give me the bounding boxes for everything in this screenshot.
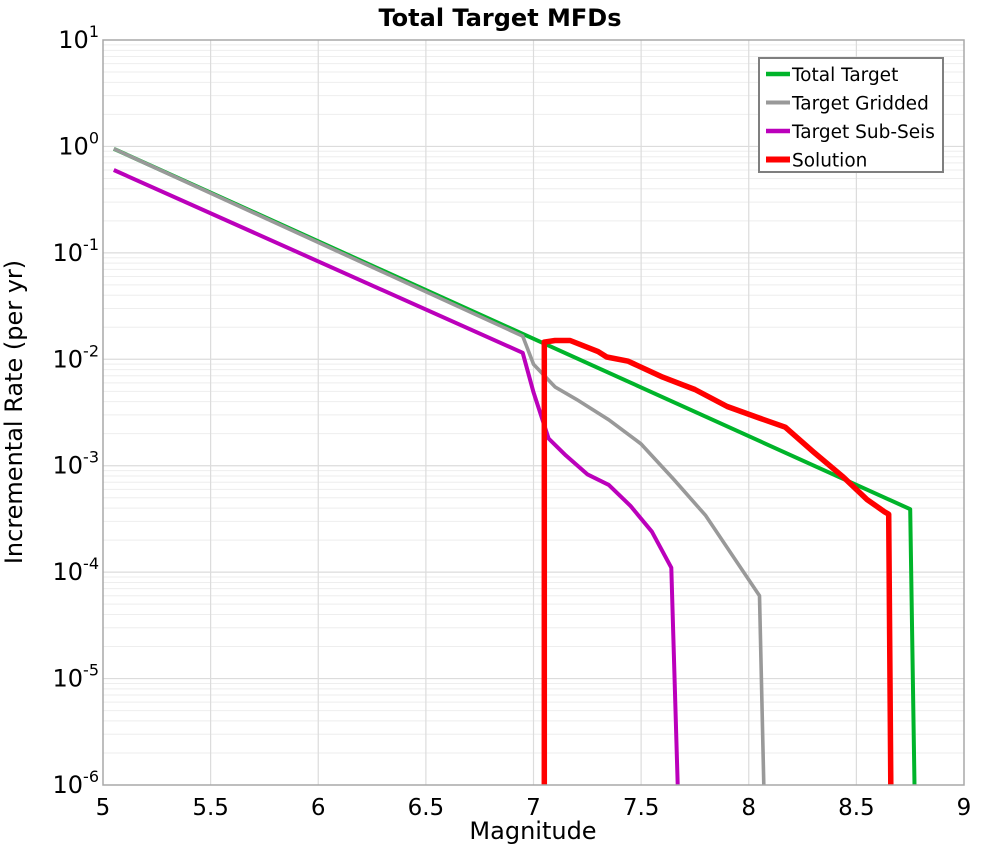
legend-label-target-gridded: Target Gridded bbox=[791, 94, 929, 115]
x-tick-label-9: 9 bbox=[957, 795, 972, 821]
series-layer bbox=[112, 146, 917, 786]
series-line-total-target bbox=[112, 146, 917, 786]
legend-label-total-target: Total Target bbox=[791, 65, 898, 86]
x-tick-label-7.5: 7.5 bbox=[623, 795, 660, 821]
x-tick-label-8: 8 bbox=[741, 795, 756, 821]
series-line-solution bbox=[541, 337, 894, 786]
x-tick-label-8.5: 8.5 bbox=[838, 795, 875, 821]
tick-layer: 5 5.5 6 6.5 7 7.5 8 8.5 9 101 100 10-1 10-2 10-3 10-4 1… bbox=[53, 22, 972, 821]
legend: Total Target Target Gridded Target Sub-Sei… bbox=[758, 57, 944, 173]
y-tick-label-1e1: 101 bbox=[58, 22, 99, 54]
y-tick-label-1e0: 100 bbox=[58, 128, 99, 160]
border-layer bbox=[102, 39, 965, 786]
x-tick-label-6: 6 bbox=[311, 795, 326, 821]
x-tick-label-5: 5 bbox=[96, 795, 111, 821]
x-tick-label-7: 7 bbox=[526, 795, 541, 821]
y-tick-label-1e-5: 10-5 bbox=[53, 661, 100, 693]
series-line-target-gridded bbox=[113, 147, 766, 786]
y-tick-label-1e-1: 10-1 bbox=[53, 235, 100, 267]
x-tick-label-5.5: 5.5 bbox=[192, 795, 229, 821]
legend-box bbox=[758, 57, 944, 173]
plot-border bbox=[102, 39, 965, 786]
legend-label-target-sub-seis: Target Sub-Seis bbox=[791, 122, 935, 143]
chart-title: Total Target MFDs bbox=[379, 4, 622, 32]
legend-label-solution: Solution bbox=[792, 151, 867, 172]
x-axis-title: Magnitude bbox=[469, 817, 596, 845]
y-tick-label-1e-4: 10-4 bbox=[53, 554, 100, 586]
y-tick-label-1e-3: 10-3 bbox=[53, 448, 100, 480]
y-tick-label-1e-2: 10-2 bbox=[53, 341, 100, 373]
y-tick-label-1e-6: 10-6 bbox=[53, 767, 100, 799]
series-line-target-sub-seis bbox=[112, 168, 680, 786]
y-axis-title: Incremental Rate (per yr) bbox=[0, 260, 28, 564]
x-tick-label-6.5: 6.5 bbox=[408, 795, 445, 821]
